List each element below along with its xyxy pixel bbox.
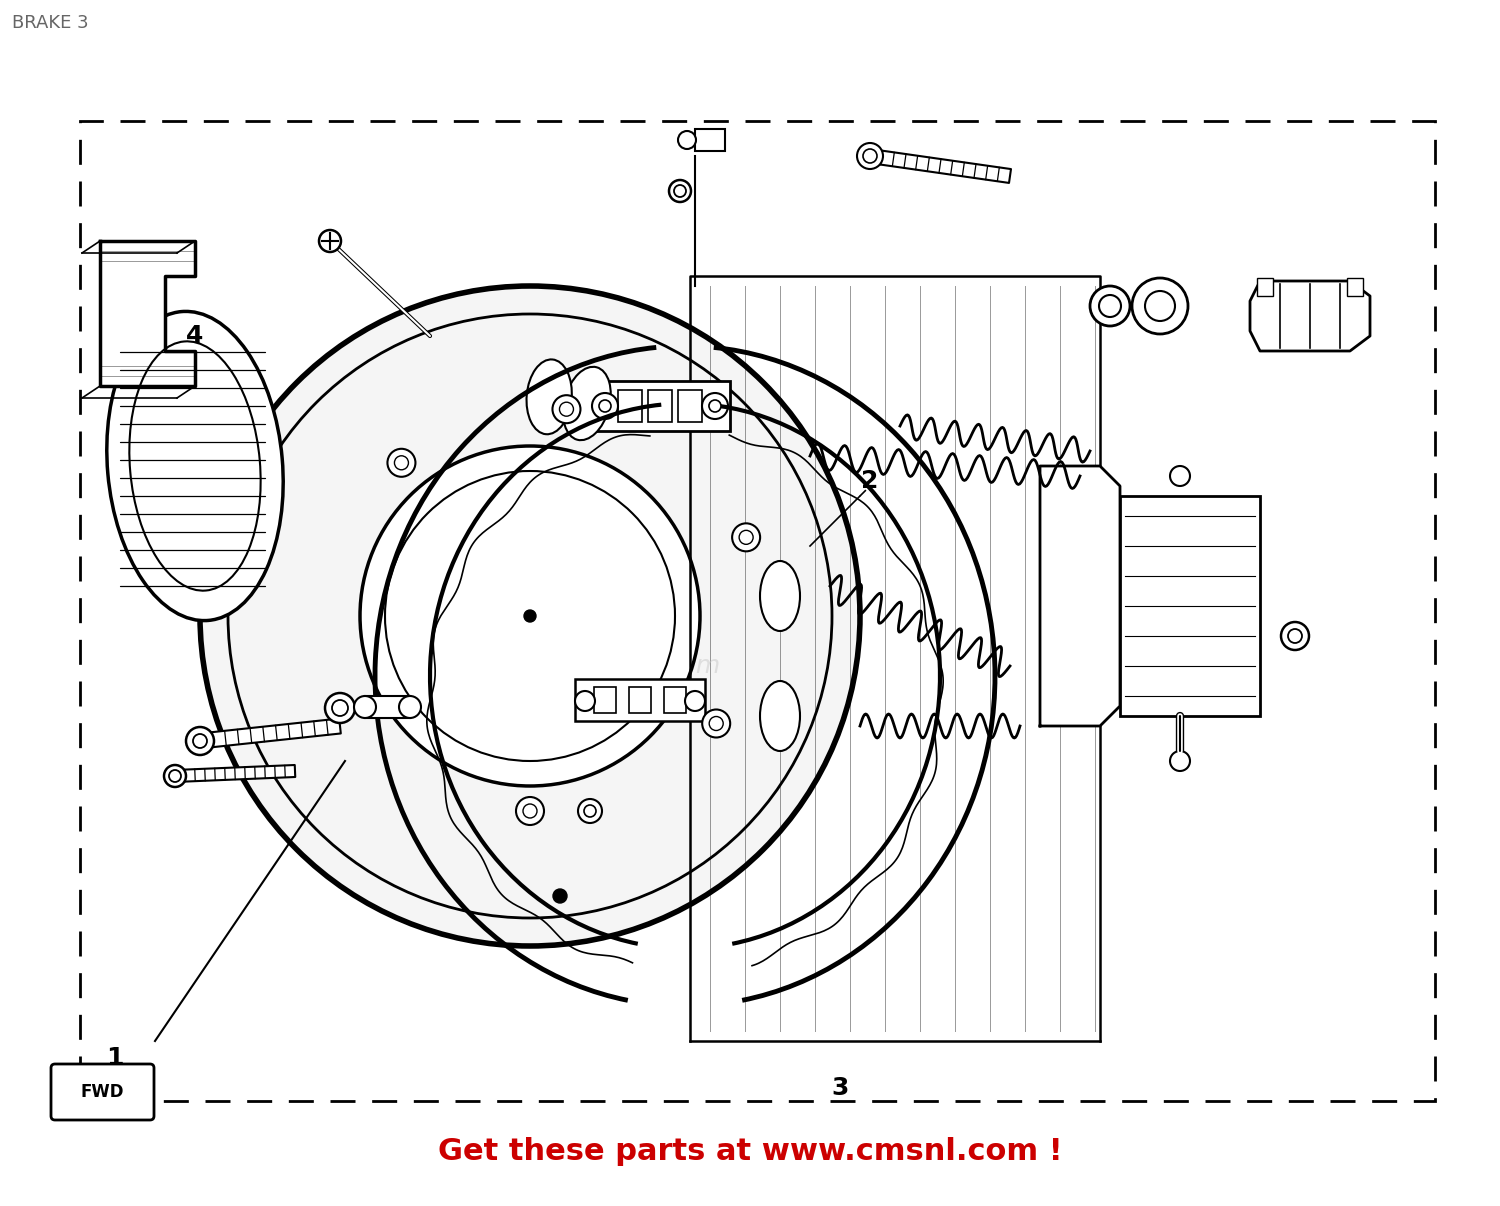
Circle shape [186, 727, 214, 755]
Bar [364, 696, 410, 718]
Circle shape [710, 400, 722, 412]
Bar [594, 687, 616, 713]
Circle shape [1132, 279, 1188, 334]
Polygon shape [176, 765, 296, 781]
Circle shape [856, 144, 883, 169]
Circle shape [228, 314, 832, 918]
Bar [574, 679, 705, 721]
Ellipse shape [760, 561, 800, 631]
Ellipse shape [106, 311, 284, 621]
Ellipse shape [760, 681, 800, 751]
Circle shape [862, 150, 877, 163]
Bar [1347, 279, 1364, 295]
Circle shape [1281, 622, 1310, 650]
Circle shape [399, 696, 422, 718]
Circle shape [732, 523, 760, 551]
Bar [1257, 279, 1274, 295]
Circle shape [394, 456, 408, 470]
FancyBboxPatch shape [51, 1064, 154, 1120]
Circle shape [1100, 295, 1120, 317]
Bar [590, 381, 730, 431]
Circle shape [194, 734, 207, 748]
Polygon shape [200, 719, 340, 749]
Circle shape [574, 691, 596, 712]
Polygon shape [1040, 466, 1120, 726]
Circle shape [1288, 630, 1302, 643]
Circle shape [702, 709, 730, 738]
Circle shape [740, 531, 753, 544]
Circle shape [710, 716, 723, 731]
Circle shape [326, 693, 356, 724]
Polygon shape [868, 150, 1011, 183]
Circle shape [387, 449, 416, 476]
Circle shape [554, 889, 567, 903]
Bar [618, 390, 642, 422]
Circle shape [1170, 751, 1190, 771]
Bar [678, 390, 702, 422]
Circle shape [386, 472, 675, 761]
Ellipse shape [562, 367, 610, 440]
Circle shape [1170, 466, 1190, 486]
Text: FWD: FWD [81, 1083, 124, 1101]
Bar [1120, 496, 1260, 716]
Circle shape [592, 393, 618, 418]
Circle shape [598, 400, 610, 412]
Circle shape [200, 286, 859, 946]
Circle shape [332, 699, 348, 716]
Circle shape [669, 180, 692, 201]
Text: 3: 3 [831, 1076, 849, 1100]
Bar [648, 390, 672, 422]
Text: 4: 4 [186, 324, 204, 349]
Circle shape [1090, 286, 1130, 326]
Ellipse shape [526, 359, 572, 434]
Text: 1: 1 [106, 1046, 123, 1070]
Bar [664, 687, 686, 713]
Circle shape [360, 446, 700, 786]
Circle shape [560, 402, 573, 416]
Circle shape [516, 797, 544, 825]
Circle shape [354, 696, 376, 718]
Text: BRAKE 3: BRAKE 3 [12, 14, 88, 33]
Polygon shape [1250, 281, 1370, 351]
Bar [80, 121, 1435, 1101]
Bar [628, 687, 651, 713]
Text: www.cmsnl.com: www.cmsnl.com [519, 654, 722, 678]
Circle shape [320, 230, 340, 252]
Circle shape [170, 769, 182, 781]
Bar [694, 129, 724, 151]
Circle shape [686, 691, 705, 712]
Text: 2: 2 [861, 469, 879, 493]
Circle shape [524, 610, 536, 622]
Circle shape [1144, 291, 1174, 321]
Circle shape [702, 393, 727, 418]
Circle shape [552, 396, 580, 423]
Circle shape [674, 185, 686, 197]
Circle shape [584, 804, 596, 816]
Text: Get these parts at www.cmsnl.com !: Get these parts at www.cmsnl.com ! [438, 1137, 1062, 1166]
Polygon shape [100, 241, 195, 386]
Circle shape [678, 131, 696, 150]
Circle shape [524, 804, 537, 818]
Circle shape [578, 800, 602, 822]
Circle shape [164, 765, 186, 788]
